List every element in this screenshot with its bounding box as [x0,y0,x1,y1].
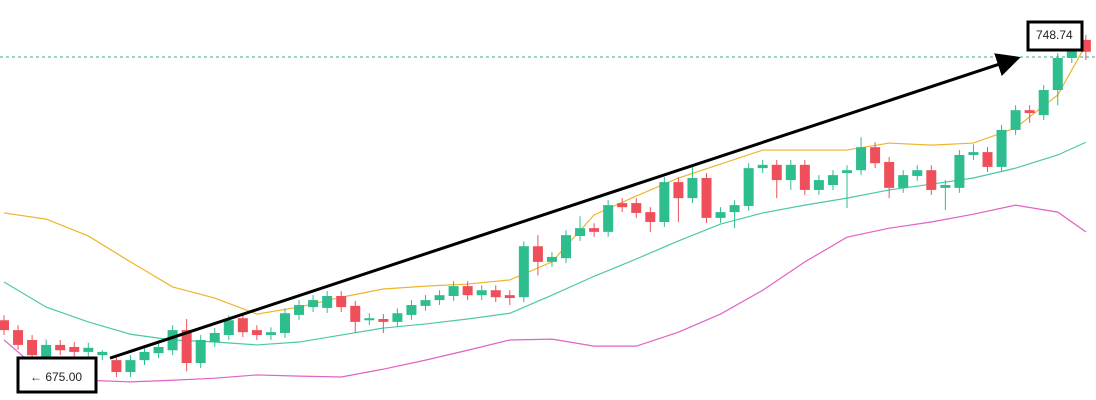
candle-body [336,295,347,308]
candle-body [884,161,895,188]
candle-body [448,286,459,296]
candle-body [167,330,178,351]
candle-body [294,305,305,315]
candle-body [350,305,361,322]
candle-body [97,351,108,356]
indicator-line [3,204,1087,383]
candle-body [631,203,642,213]
candle-body [799,164,810,190]
candle-body [406,305,417,315]
candle-body [757,164,768,169]
candle-body [561,235,571,259]
candle-body [785,164,796,181]
candle-body [912,170,923,176]
candle-body [378,319,389,322]
candle-body [687,178,698,199]
candle-body [223,320,234,336]
candle-body [55,344,66,351]
candle-body [743,168,754,206]
candle-body [940,184,951,188]
candle-body [27,339,38,356]
candle-body [659,182,670,222]
candle-body [364,318,375,321]
candle-body [954,154,965,188]
candle-body [392,313,403,322]
candle-body [546,256,557,262]
candle-body [771,164,782,181]
candle-body [856,147,867,171]
candle-body [490,290,501,298]
candle-body [996,129,1007,167]
price-label: 748.74 [1036,28,1073,42]
candle-body [322,295,333,308]
candle-body [181,330,192,364]
candle-body [1080,39,1091,52]
candle-body [209,332,220,343]
candle-body [462,286,473,296]
candle-body [842,170,852,174]
candle-body [645,212,656,222]
price-box [16,356,98,394]
candle-body [701,178,712,218]
candle-body [870,147,881,164]
candle-body [251,330,262,336]
candle-body [575,228,586,236]
candle-body [308,300,319,308]
candle-body [617,203,628,208]
candle-body [111,360,122,373]
indicator-line [3,141,1087,346]
candle-body [125,360,136,373]
candle-body [589,228,600,232]
candle-body [1038,90,1049,116]
candle-body [41,344,52,358]
indicator-line [3,44,1087,315]
candle-body [603,205,614,232]
candle-body [83,347,94,352]
candle-body [476,290,487,296]
candle-body [926,170,937,190]
candle-body [982,152,993,167]
candle-body [968,152,979,155]
candle-body [153,346,164,354]
price-box [1026,20,1084,52]
candle-body [729,205,740,213]
candle-body [69,346,80,352]
candle-body [898,175,909,188]
candle-body [827,175,838,185]
candle-body [265,332,276,336]
candle-body [1052,57,1063,91]
candle-body [1024,110,1035,114]
candle-body [518,246,529,298]
candle-body [813,180,824,190]
candle-body [13,330,24,345]
candle-body [504,295,515,299]
candle-body [673,182,684,199]
candle-body [420,300,431,306]
candle-body [280,313,290,333]
candle-body [434,295,445,301]
candle-body [139,351,150,361]
price-label: ← 675.00 [30,370,82,384]
candle-body [195,339,206,364]
candle-body [532,246,543,262]
candle-body [0,320,9,331]
trend-arrow [109,53,1021,360]
candle-body [237,318,248,333]
candle-body [715,212,726,218]
candle-body [1010,110,1021,130]
